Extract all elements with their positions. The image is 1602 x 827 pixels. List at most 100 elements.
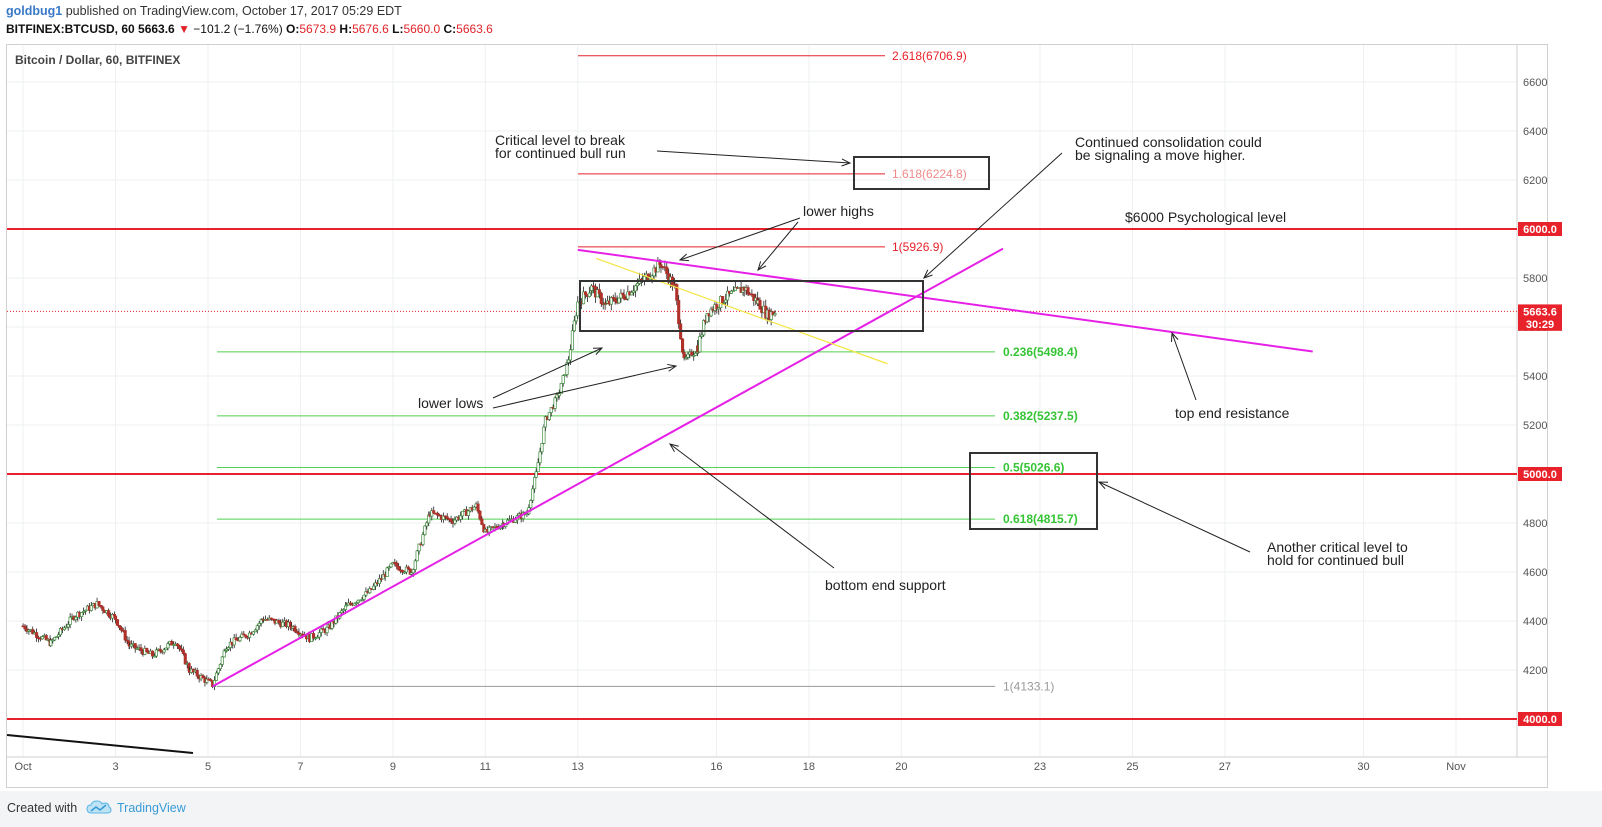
candle-body [364,591,368,596]
candle-body [89,605,93,611]
open-label: O: [286,22,300,36]
candle-body [529,500,533,509]
candle-body [690,351,694,356]
candle-body [281,621,285,628]
candle-body [345,604,349,607]
candle-body [119,627,123,631]
candle-body [62,627,66,630]
candle-body [692,355,696,357]
candle-body [64,626,68,629]
candle-body [731,290,735,292]
candle-body [319,628,323,633]
candle-body [563,374,567,376]
open-value: 5673.9 [299,22,337,36]
candle-body [561,375,565,384]
y-tick-label: 4400 [1523,616,1547,628]
down-arrow-icon: ▼ [178,22,190,36]
annotation-arrow [492,347,604,399]
price-tag: 5000.0 [1518,467,1562,481]
candle-body [214,672,219,681]
y-tick-label: 5800 [1523,273,1547,285]
price-tag-label: 5000.0 [1523,469,1557,481]
candle-body [53,637,57,641]
annotation-arrow [923,152,1063,279]
candle-body [698,336,702,353]
price-tag-bg [1518,712,1562,726]
x-tick-label: 3 [112,761,118,773]
candle-body [705,313,709,323]
candle-body [568,349,573,361]
candle-body [51,639,55,642]
candle-body [181,649,185,655]
candle-body [413,560,417,570]
annotation-arrow [757,221,799,271]
candle-body [216,668,220,674]
candle-body [277,620,281,624]
price-tag: 30:29 [1518,316,1562,331]
candle-body [472,506,476,511]
annotation-text: be signaling a move higher. [1075,147,1245,163]
candle-body [583,291,588,296]
arrow-head [757,261,767,271]
candle-body [377,578,381,585]
annotation-text: hold for continued bull [1267,552,1404,568]
fib-extension-label: 2.618(6706.9) [892,49,967,63]
price-tag-bg [1518,467,1562,481]
y-tick-label: 5400 [1523,371,1547,383]
candle-body [746,287,750,295]
candle-body [362,594,366,600]
candle-body [68,616,72,625]
candle-body [74,616,78,620]
candle-body [145,648,149,652]
candle-body [152,655,157,658]
arrow-head [592,347,604,355]
resistance-trendline [577,248,1313,353]
x-tick-label: 30 [1357,761,1369,773]
candle-body [330,621,334,629]
candle-body [480,518,484,525]
x-tick-label: 5 [205,761,211,773]
candle-body [269,617,273,620]
candle-body [622,294,626,300]
candle-body [555,394,559,399]
candle-body [436,512,440,516]
annotation-text: Another critical level to [1267,539,1408,555]
candle-body [592,285,596,288]
x-tick-label: 13 [572,761,584,773]
candle-body [659,264,663,268]
candle-body [293,626,297,632]
candle-body [321,628,325,631]
annotation-arrow [668,443,835,569]
candle-body [23,625,27,630]
candle-body [525,513,529,516]
candle-body [476,503,480,512]
x-tick-label: 20 [895,761,907,773]
candle-body [459,515,463,520]
candle-body [232,637,236,646]
candle-body [453,519,457,524]
annotation-text: Critical level to break [495,132,626,148]
candle-body [218,663,222,669]
price-tag: 4000.0 [1518,712,1562,726]
tradingview-link[interactable]: TradingView [117,801,186,815]
candle-body [82,610,86,613]
arrow-shaft [1171,332,1197,401]
candle-body [538,451,542,464]
candle-body [114,615,118,620]
x-tick-label: Nov [1446,761,1466,773]
candle-body [478,510,482,520]
publish-header: goldbug1 published on TradingView.com, O… [6,4,402,18]
fib-retracement-label: 0.382(5237.5) [1003,409,1078,423]
price-chart[interactable]: 4200440046004800500052005400560058006000… [0,0,1602,790]
publish-info: published on TradingView.com, October 17… [62,4,402,18]
candle-body [626,291,630,300]
annotation-text: bottom end support [825,577,946,593]
arrow-shaft [757,221,799,271]
candle-body [536,462,540,473]
low-value: 5660.0 [403,22,441,36]
candle-body [343,605,348,610]
candle-body [123,630,127,641]
tradingview-logo-icon[interactable] [86,799,112,817]
candle-body [162,649,166,653]
author-name[interactable]: goldbug1 [6,4,63,18]
